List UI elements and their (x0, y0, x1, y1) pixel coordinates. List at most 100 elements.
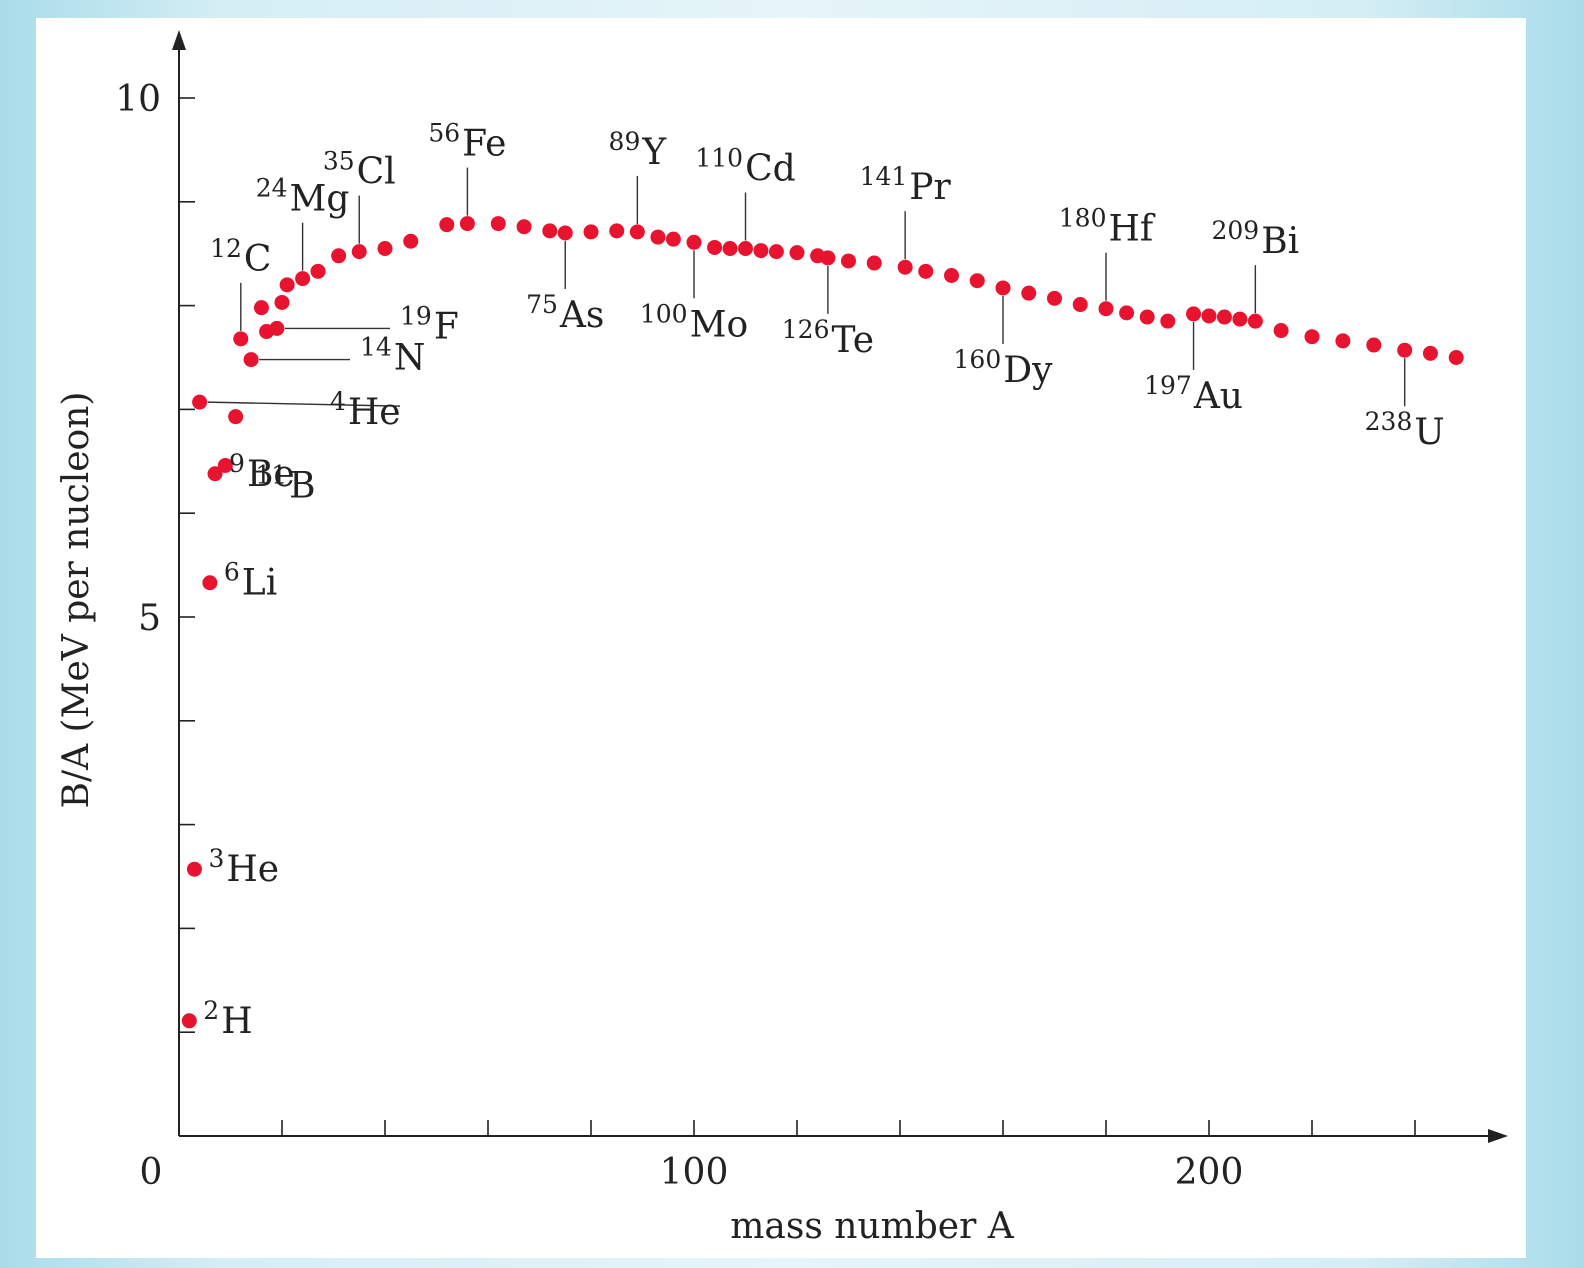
data-point (768, 244, 784, 260)
data-point (1335, 333, 1351, 349)
data-point (377, 241, 393, 257)
ticks: 0 100 200 5 10 (115, 79, 1416, 1193)
data-point (295, 271, 311, 287)
data-point (995, 280, 1011, 296)
data-point (1216, 309, 1232, 325)
data-point (186, 861, 202, 877)
data-point (1072, 297, 1088, 313)
plot-panel (36, 18, 1526, 1258)
data-point (753, 243, 769, 259)
data-point (629, 224, 645, 240)
nuclide-label: 75As (526, 290, 604, 336)
data-point (820, 250, 836, 266)
data-point (253, 300, 269, 316)
y-tick-label: 10 (115, 79, 161, 120)
data-point (243, 352, 259, 368)
y-axis-arrow (172, 30, 186, 50)
nuclide-label: 89Y (609, 127, 668, 173)
data-point (403, 233, 419, 249)
data-point (866, 255, 882, 271)
nuclide-label: 209Bi (1212, 216, 1300, 262)
data-point (274, 294, 290, 310)
data-point (1119, 305, 1135, 321)
nuclide-label: 126Te (782, 315, 874, 361)
data-point (269, 320, 285, 336)
leader-line (207, 401, 401, 407)
data-point (1139, 309, 1155, 325)
data-point (707, 239, 723, 255)
data-point (1304, 329, 1320, 345)
nuclide-label: 160Dy (954, 345, 1054, 391)
x-tick-label: 0 (140, 1152, 163, 1193)
nuclide-label: 4He (330, 387, 401, 433)
data-point (331, 248, 347, 264)
y-axis-title: B/A (MeV per nucleon) (56, 392, 97, 809)
nuclide-label: 24Mg (256, 174, 350, 220)
data-point (542, 223, 558, 239)
nuclide-label: 56Fe (428, 119, 506, 165)
nuclide-label: 19F (400, 301, 459, 347)
data-point (1098, 301, 1114, 317)
data-point (1247, 313, 1263, 329)
data-points (181, 216, 1464, 1029)
data-point (969, 273, 985, 289)
data-point (192, 394, 208, 410)
nuclide-label: 12C (210, 234, 271, 280)
data-point (944, 267, 959, 283)
x-axis-arrow (1488, 1129, 1508, 1143)
nuclide-label: 9Be (229, 449, 295, 495)
data-point (1021, 285, 1037, 301)
data-point (557, 225, 573, 241)
data-point (490, 216, 506, 232)
data-point (897, 259, 913, 275)
nuclide-label: 11B (255, 460, 315, 506)
nuclide-label: 238U (1365, 407, 1445, 453)
data-point (650, 229, 666, 245)
data-point (1397, 342, 1413, 358)
nuclide-label: 3He (208, 844, 279, 890)
data-point (1366, 337, 1382, 353)
y-tick-label: 5 (138, 598, 161, 639)
data-point (665, 231, 681, 247)
nuclide-label: 14N (360, 333, 425, 379)
data-point (918, 263, 934, 279)
data-point (1186, 306, 1202, 322)
nuclide-label: 35Cl (323, 147, 396, 193)
data-point (686, 234, 702, 250)
nuclide-label: 141Pr (860, 162, 952, 208)
data-point (722, 241, 738, 257)
x-tick-label: 100 (660, 1152, 729, 1193)
nuclide-label: 110Cd (695, 144, 795, 190)
label-leader-lines (207, 167, 1406, 407)
data-point (310, 263, 326, 279)
data-point (738, 241, 753, 257)
nuclide-label: 2H (203, 996, 252, 1042)
data-point (1201, 308, 1217, 324)
nuclide-label: 6Li (224, 558, 277, 604)
data-point (1448, 350, 1464, 365)
data-point (1047, 290, 1062, 306)
data-point (583, 224, 599, 240)
data-point (1273, 323, 1289, 339)
data-point (228, 409, 244, 425)
data-point (841, 253, 856, 269)
data-point (609, 223, 625, 239)
data-point (207, 466, 223, 482)
x-axis-title: mass number A (730, 1206, 1015, 1247)
x-tick-label: 200 (1175, 1152, 1244, 1193)
data-point (516, 219, 532, 235)
data-point (217, 457, 233, 473)
data-point (233, 331, 249, 347)
axes (172, 30, 1508, 1143)
data-point (202, 575, 218, 591)
nuclide-label: 100Mo (640, 299, 748, 345)
data-point (1422, 345, 1438, 361)
data-point (1232, 311, 1248, 327)
data-point (279, 277, 295, 293)
data-point (351, 244, 367, 260)
data-point (459, 216, 475, 232)
data-point (789, 245, 805, 261)
